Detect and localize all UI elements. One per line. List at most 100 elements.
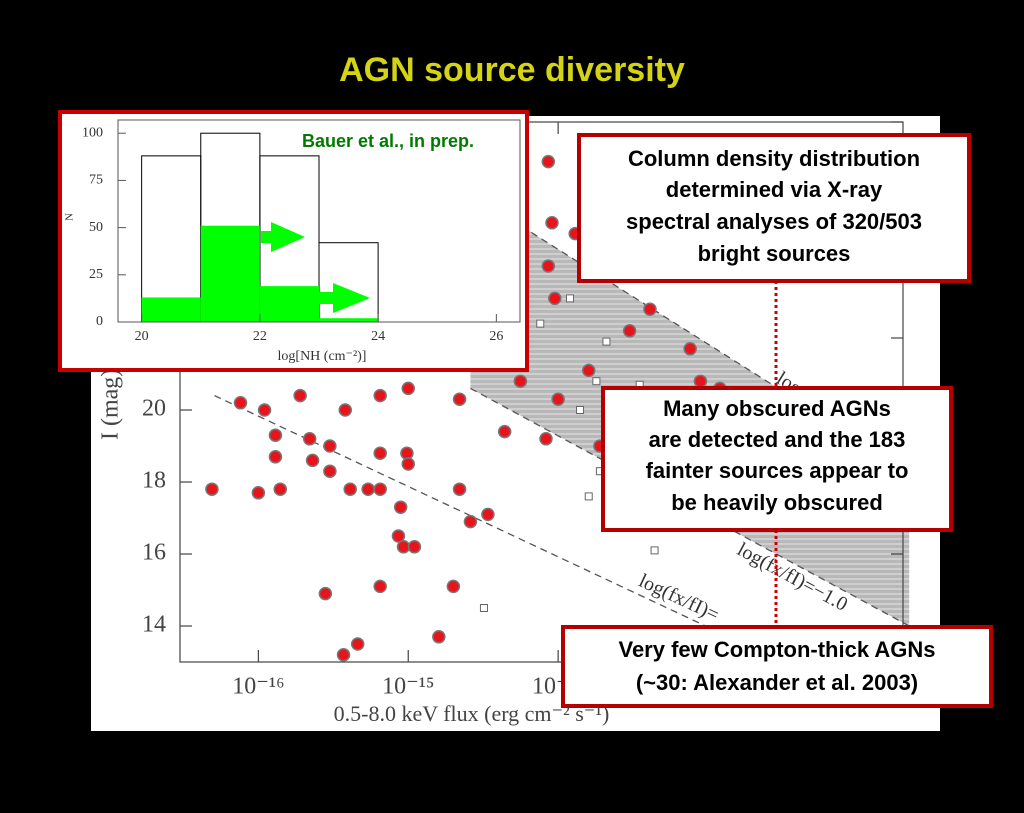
y-axis-label: I (mag) — [98, 369, 124, 440]
point — [205, 482, 219, 496]
point — [536, 319, 545, 328]
point — [643, 302, 657, 316]
y-tick-label: 50 — [89, 220, 103, 235]
annotation: Bauer et al., in prep. — [302, 131, 474, 151]
y-tick-label: 0 — [96, 314, 103, 329]
point — [373, 446, 387, 460]
point — [257, 403, 272, 417]
point — [551, 392, 565, 406]
point — [233, 396, 248, 410]
callout-text: bright sources — [698, 241, 851, 266]
point — [323, 439, 337, 453]
callout-text: fainter sources appear to — [646, 458, 909, 483]
x-tick-label: 26 — [489, 329, 503, 344]
point — [373, 388, 387, 403]
point — [693, 374, 708, 388]
point — [545, 216, 559, 230]
point — [361, 482, 375, 496]
point — [432, 630, 446, 644]
point — [391, 529, 406, 543]
callout-text: be heavily obscured — [671, 490, 883, 515]
inset: 20 22 24 26 0 25 50 75 100 log[NH (cm⁻²)] N Bauer e… — [58, 110, 529, 372]
y-tick-label: 75 — [89, 173, 103, 188]
histogram-bar — [141, 297, 201, 322]
x-tick-label: 24 — [371, 329, 385, 344]
callout: Column density distribution determined v… — [577, 133, 971, 283]
point — [463, 514, 478, 529]
point — [565, 294, 574, 303]
point — [401, 457, 415, 471]
x-tick-label: 20 — [135, 329, 149, 344]
slide-title: AGN source diversity — [339, 51, 685, 89]
inset-axes — [117, 119, 521, 323]
callout-text: spectral analyses of 320/503 — [626, 209, 922, 234]
point — [548, 291, 562, 306]
point — [592, 377, 601, 386]
point — [650, 546, 659, 555]
y-tick-label: 14 — [142, 612, 166, 638]
y-tick-label: 18 — [142, 468, 166, 494]
x-axis-label: log[NH (cm⁻²)] — [278, 349, 367, 364]
callout-text: determined via X-ray — [666, 177, 883, 202]
point — [481, 507, 495, 522]
x-tick-label: 10⁻¹⁶ — [232, 674, 284, 700]
point — [497, 424, 512, 439]
point — [268, 428, 283, 442]
point — [576, 406, 585, 414]
point — [373, 482, 387, 496]
point — [479, 604, 488, 612]
y-tick-label: 16 — [142, 540, 166, 566]
callout-text: Many obscured AGNs — [663, 396, 891, 421]
point — [622, 324, 637, 338]
point — [452, 482, 467, 496]
point — [323, 464, 337, 478]
point — [318, 586, 333, 601]
point — [513, 374, 528, 388]
callout-text: Very few Compton-thick AGNs — [618, 637, 935, 662]
point — [268, 450, 283, 464]
y-tick-label: 20 — [142, 396, 166, 422]
point — [273, 482, 288, 496]
point — [401, 381, 415, 396]
point — [452, 392, 467, 406]
histogram-bar — [200, 225, 260, 322]
callout-text: Column density distribution — [628, 146, 920, 171]
inset-plot: 20 22 24 26 0 25 50 75 100 log[NH (cm⁻²)] N Bauer e… — [64, 119, 521, 364]
point — [343, 482, 357, 496]
callout-box — [577, 133, 971, 283]
point — [541, 154, 556, 169]
x-tick-label: 22 — [253, 329, 267, 344]
callout-text: (~30: Alexander et al. 2003) — [636, 670, 918, 695]
point — [602, 337, 611, 346]
point — [305, 453, 320, 468]
point — [683, 342, 697, 356]
lower-limit-arrow — [261, 222, 305, 252]
point — [581, 363, 596, 378]
point — [584, 492, 593, 501]
point — [350, 637, 365, 651]
point — [407, 540, 422, 554]
point — [393, 500, 408, 514]
y-tick-label: 25 — [89, 267, 103, 282]
point — [251, 486, 266, 500]
point — [539, 432, 553, 446]
x-tick-label: 10⁻¹⁵ — [382, 674, 434, 700]
callout-box — [561, 625, 993, 708]
histogram-bar — [319, 318, 379, 322]
y-tick-label: 100 — [82, 125, 103, 140]
point — [373, 579, 387, 594]
callout: Many obscured AGNs are detected and the … — [601, 386, 953, 532]
point — [336, 648, 351, 662]
lower-limit-arrow — [319, 283, 370, 313]
y-axis-label: N — [64, 213, 76, 221]
point — [446, 579, 461, 594]
point — [541, 259, 556, 273]
point — [293, 388, 307, 403]
callout-text: are detected and the 183 — [649, 427, 906, 452]
callout-box — [601, 386, 953, 532]
callout: Very few Compton-thick AGNs (~30: Alexan… — [561, 625, 993, 708]
point — [302, 432, 317, 446]
point — [338, 403, 353, 417]
